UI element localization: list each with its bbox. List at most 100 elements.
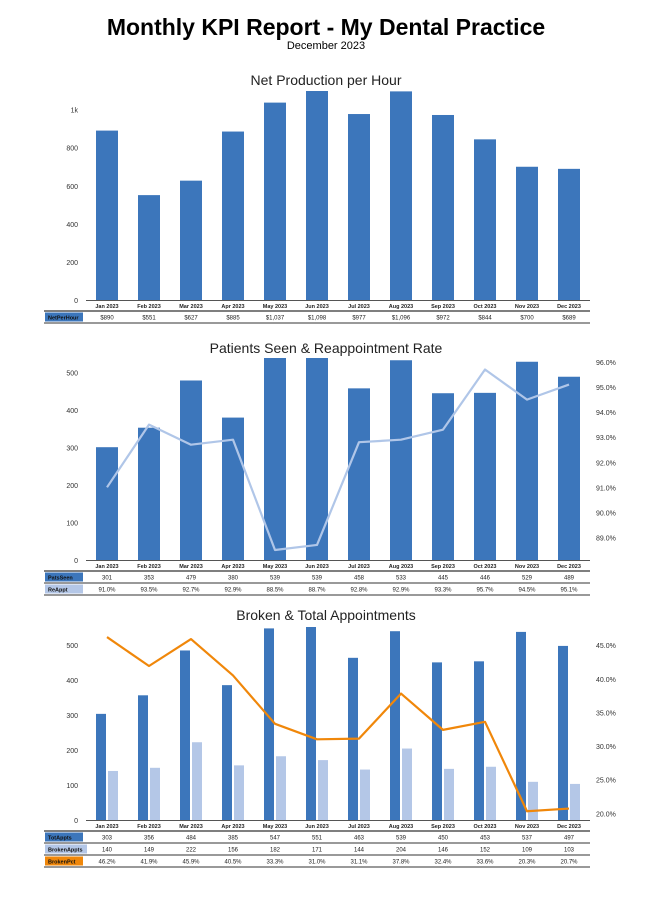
y2-tick-label: 96.0%	[596, 360, 616, 367]
table-cell: 92.9%	[224, 588, 242, 594]
table-cell: 204	[396, 848, 407, 854]
y2-tick-label: 90.0%	[596, 510, 616, 517]
x-tick-label: Aug 2023	[389, 304, 413, 310]
table-cell: 33.6%	[476, 860, 494, 866]
chart-3: Broken & Total Appointments 0 100 200 300 400…	[44, 607, 616, 868]
table-cell: 484	[186, 836, 197, 842]
table-cell: $551	[142, 316, 156, 322]
x-tick-label: Apr 2023	[221, 824, 244, 830]
y2-tick-label: 93.0%	[596, 435, 616, 442]
series-label-swatch	[45, 584, 83, 594]
bar-TotAppts	[432, 662, 442, 820]
bar-NetPerHour	[516, 166, 538, 300]
x-tick-label: Jun 2023	[305, 304, 329, 310]
table-cell: 95.7%	[476, 588, 494, 594]
y2-tick-label: 20.0%	[596, 811, 616, 818]
table-cell: 146	[438, 848, 449, 854]
y2-tick-label: 25.0%	[596, 778, 616, 785]
series-label-swatch	[45, 312, 83, 322]
y-tick-label: 1k	[71, 108, 79, 115]
table-cell: 539	[396, 836, 407, 842]
bar-NetPerHour	[432, 114, 454, 300]
table-cell: 458	[354, 576, 365, 582]
series-label: BrokenAppts	[48, 848, 83, 854]
table-cell: 537	[522, 836, 533, 842]
table-cell: 156	[228, 848, 239, 854]
bar-NetPerHour	[264, 102, 286, 300]
bar-PatsSeen	[264, 358, 286, 560]
table-cell: $1,096	[392, 316, 411, 322]
bar-PatsSeen	[390, 360, 412, 560]
table-cell: 88.5%	[266, 588, 284, 594]
bar-NetPerHour	[306, 91, 328, 300]
table-cell: 539	[312, 576, 323, 582]
table-cell: 385	[228, 836, 239, 842]
x-tick-label: Aug 2023	[389, 564, 413, 570]
table-cell: 91.0%	[98, 588, 116, 594]
x-tick-label: Feb 2023	[137, 824, 161, 830]
report-title: Monthly KPI Report - My Dental Practice	[106, 14, 546, 40]
bar-TotAppts	[222, 685, 232, 820]
bar-PatsSeen	[432, 393, 454, 560]
y-tick-label: 0	[74, 558, 78, 565]
x-tick-label: Mar 2023	[179, 304, 203, 310]
table-cell: 301	[102, 576, 113, 582]
x-tick-label: Jan 2023	[95, 304, 118, 310]
x-tick-label: Sep 2023	[431, 564, 455, 570]
table-cell: $844	[478, 316, 492, 322]
table-cell: 303	[102, 836, 113, 842]
table-cell: 45.9%	[182, 860, 200, 866]
table-cell: 222	[186, 848, 197, 854]
bar-TotAppts	[474, 661, 484, 820]
table-cell: $972	[436, 316, 450, 322]
table-cell: 539	[270, 576, 281, 582]
y2-tick-label: 92.0%	[596, 460, 616, 467]
table-cell: 46.2%	[98, 860, 116, 866]
x-tick-label: Apr 2023	[221, 304, 244, 310]
x-tick-label: Jul 2023	[348, 304, 370, 310]
x-tick-label: Mar 2023	[179, 564, 203, 570]
table-cell: 551	[312, 836, 323, 842]
bar-PatsSeen	[306, 358, 328, 560]
x-tick-label: Dec 2023	[557, 564, 581, 570]
x-tick-label: Jan 2023	[95, 564, 118, 570]
x-tick-label: Dec 2023	[557, 304, 581, 310]
y2-tick-label: 89.0%	[596, 535, 616, 542]
bar-TotAppts	[264, 628, 274, 820]
bar-TotAppts	[558, 645, 568, 820]
y-tick-label: 500	[66, 371, 78, 378]
x-tick-label: Sep 2023	[431, 304, 455, 310]
y2-tick-label: 30.0%	[596, 744, 616, 751]
table-cell: 453	[480, 836, 491, 842]
y-tick-label: 200	[66, 260, 78, 267]
x-tick-label: Feb 2023	[137, 564, 161, 570]
chart-1: Net Production per Hour 0 200 400 600 800 1k Ja…	[44, 72, 590, 324]
series-label-swatch	[45, 856, 83, 866]
table-cell: 92.7%	[182, 588, 200, 594]
table-cell: 37.8%	[392, 860, 410, 866]
chart-2: Patients Seen & Reappointment Rate 0 100 20…	[44, 340, 616, 596]
table-cell: 103	[564, 848, 575, 854]
bar-BrokenAppts	[360, 769, 370, 820]
bar-BrokenAppts	[318, 760, 328, 820]
y-tick-label: 800	[66, 146, 78, 153]
bar-TotAppts	[516, 631, 526, 820]
table-cell: 529	[522, 576, 533, 582]
x-tick-label: Sep 2023	[431, 824, 455, 830]
table-cell: $689	[562, 316, 576, 322]
table-cell: 547	[270, 836, 281, 842]
bar-TotAppts	[138, 695, 148, 820]
y-tick-label: 600	[66, 184, 78, 191]
x-tick-label: May 2023	[263, 824, 287, 830]
table-cell: $700	[520, 316, 534, 322]
table-cell: 93.5%	[140, 588, 158, 594]
table-cell: 95.1%	[560, 588, 578, 594]
bar-NetPerHour	[96, 130, 118, 300]
table-cell: 31.1%	[350, 860, 368, 866]
bar-PatsSeen	[96, 447, 118, 560]
bar-PatsSeen	[558, 376, 580, 560]
table-cell: $627	[184, 316, 198, 322]
bar-TotAppts	[96, 713, 106, 820]
bar-NetPerHour	[558, 168, 580, 300]
